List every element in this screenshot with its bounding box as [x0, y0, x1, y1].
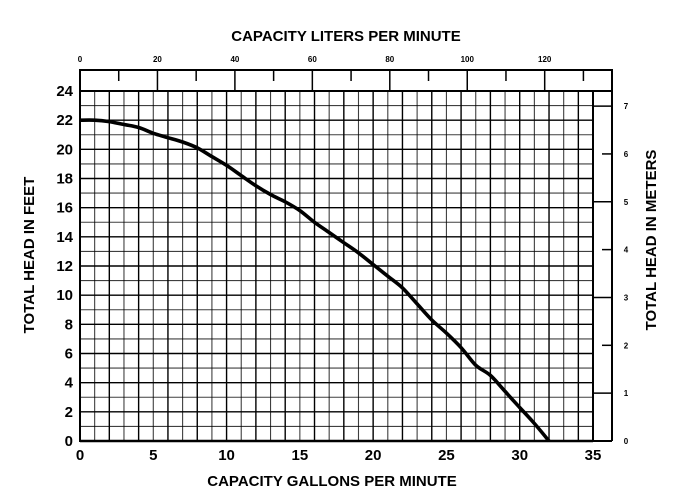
left-tick-label: 14 [56, 229, 73, 246]
top-tick-label: 100 [461, 55, 475, 64]
top-tick-label: 80 [385, 55, 394, 64]
right-axis-title: TOTAL HEAD IN METERS [643, 150, 660, 331]
left-tick-label: 16 [56, 200, 73, 217]
left-tick-label: 12 [56, 258, 73, 275]
left-tick-label: 22 [56, 112, 73, 129]
performance-curve [79, 118, 551, 443]
right-tick-label: 2 [624, 341, 629, 350]
bottom-tick-label: 25 [438, 447, 455, 464]
left-tick-label: 6 [65, 346, 73, 363]
left-tick-label: 8 [65, 316, 73, 333]
axes-frame [79, 69, 613, 443]
bottom-tick-label: 20 [365, 447, 382, 464]
right-tick-label: 4 [624, 246, 629, 255]
top-tick-label: 0 [78, 55, 83, 64]
right-tick-label: 3 [624, 293, 629, 302]
right-tick-label: 1 [624, 389, 629, 398]
left-tick-label: 10 [56, 287, 73, 304]
left-tick-label: 4 [65, 375, 74, 392]
left-tick-label: 20 [56, 141, 73, 158]
top-axis-title: CAPACITY LITERS PER MINUTE [231, 28, 460, 45]
left-tick-label: 0 [65, 433, 73, 450]
top-tick-label: 120 [538, 55, 552, 64]
bottom-tick-label: 5 [149, 447, 157, 464]
right-tick-label: 0 [624, 437, 629, 446]
bottom-tick-label: 0 [76, 447, 84, 464]
left-tick-label: 18 [56, 171, 73, 188]
top-tick-label: 20 [153, 55, 162, 64]
left-axis-title: TOTAL HEAD IN FEET [21, 177, 38, 334]
bottom-tick-label: 30 [511, 447, 528, 464]
bottom-axis-title: CAPACITY GALLONS PER MINUTE [207, 473, 456, 490]
right-tick-label: 6 [624, 150, 629, 159]
bottom-tick-label: 15 [292, 447, 309, 464]
left-tick-label: 2 [65, 404, 73, 421]
bottom-tick-label: 10 [218, 447, 235, 464]
top-tick-label: 60 [308, 55, 317, 64]
right-tick-label: 7 [624, 102, 629, 111]
left-tick-label: 24 [56, 83, 73, 100]
bottom-tick-label: 35 [585, 447, 602, 464]
grid [80, 91, 593, 441]
top-tick-label: 40 [230, 55, 239, 64]
right-tick-label: 5 [624, 198, 629, 207]
